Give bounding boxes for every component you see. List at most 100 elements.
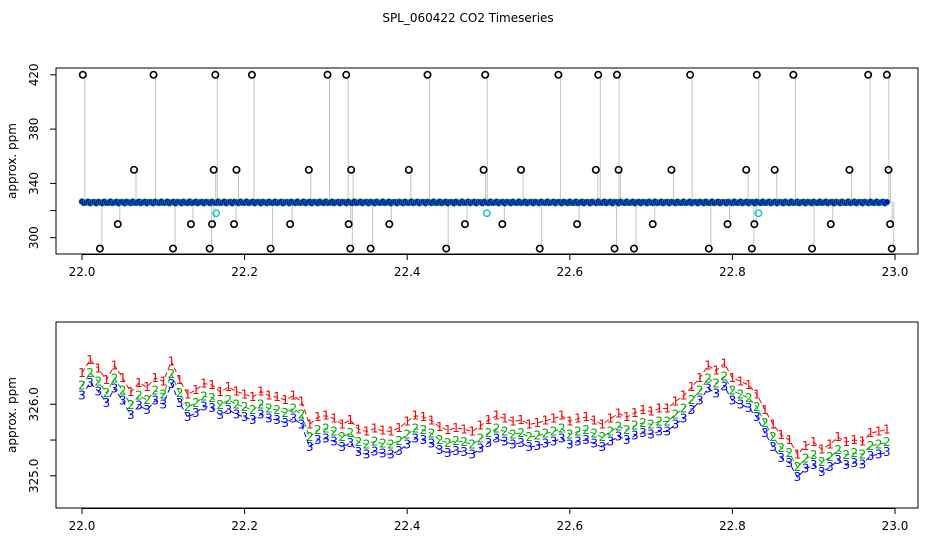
bottom-series-2-label: 2 (590, 427, 598, 441)
bottom-series-1-label: 1 (436, 420, 444, 434)
bottom-series-1-label: 1 (574, 412, 582, 426)
bottom-x-tick-label: 22.8 (719, 519, 746, 533)
bottom-series-2-label: 2 (688, 393, 696, 407)
bottom-series-2-label: 2 (729, 384, 737, 398)
bottom-series-1-label: 1 (151, 371, 159, 385)
bottom-series-3-label: 3 (444, 446, 452, 460)
bottom-series-3-label: 3 (761, 426, 769, 440)
bottom-series-3-label: 3 (875, 447, 883, 461)
bottom-series-3-label: 3 (639, 426, 647, 440)
bottom-series-2-label: 2 (566, 427, 574, 441)
bottom-series-1-label: 1 (444, 423, 452, 437)
bottom-series-1-label: 1 (761, 403, 769, 417)
bottom-series-2-label: 2 (851, 446, 859, 460)
bottom-series-1-label: 1 (265, 389, 273, 403)
bottom-series-2-label: 2 (200, 389, 208, 403)
bottom-series-3-label: 3 (119, 394, 127, 408)
bottom-series-3-label: 3 (720, 379, 728, 393)
top-ylabel: approx. ppm (5, 123, 19, 199)
bottom-series-2-label: 2 (737, 387, 745, 401)
bottom-series-1-label: 1 (314, 410, 322, 424)
bottom-series-2-label: 2 (330, 424, 338, 438)
bottom-series-1-label: 1 (355, 422, 363, 436)
bottom-series-1-label: 1 (477, 419, 485, 433)
bottom-series-3-label: 3 (729, 394, 737, 408)
bottom-series-2-label: 2 (720, 369, 728, 383)
top-outlier-point (845, 165, 854, 174)
top-outlier-point (323, 70, 332, 79)
top-outlier-point (169, 244, 178, 253)
bottom-series-1-label: 1 (834, 430, 842, 444)
bottom-series-2-label: 2 (241, 400, 249, 414)
bottom-series-1-label: 1 (753, 387, 761, 401)
bottom-series-2-label: 2 (420, 423, 428, 437)
bottom-series-2-label: 2 (542, 427, 550, 441)
bottom-series-1-label: 1 (298, 394, 306, 408)
bottom-series-1-label: 1 (623, 410, 631, 424)
bottom-series-3-label: 3 (704, 382, 712, 396)
bottom-series-1-label: 1 (859, 434, 867, 448)
bottom-series-3-label: 3 (306, 440, 314, 454)
bottom-series-3-label: 3 (290, 412, 298, 426)
bottom-series-3-label: 3 (460, 445, 468, 459)
bottom-series-1-label: 1 (119, 371, 127, 385)
bottom-series-2-label: 2 (143, 393, 151, 407)
bottom-series-3-label: 3 (257, 407, 265, 421)
bottom-series-2-label: 2 (615, 419, 623, 433)
bottom-y-tick-label: 326.0 (27, 387, 41, 421)
bottom-series-3-label: 3 (501, 434, 509, 448)
bottom-series-3-label: 3 (647, 427, 655, 441)
top-outlier-point (750, 220, 759, 229)
bottom-series-2-label: 2 (842, 448, 850, 462)
top-outlier-point (208, 220, 217, 229)
bottom-series-3-label: 3 (159, 397, 167, 411)
bottom-series-2-label: 2 (403, 427, 411, 441)
bottom-series-2-label: 2 (818, 455, 826, 469)
bottom-series-1-label: 1 (509, 414, 517, 428)
bottom-series-3-label: 3 (225, 403, 233, 417)
top-x-tick-label: 23.0 (882, 265, 909, 279)
bottom-series-3-label: 3 (542, 437, 550, 451)
bottom-series-2-label: 2 (883, 435, 891, 449)
bottom-series-3-label: 3 (314, 433, 322, 447)
top-outlier-point (286, 220, 295, 229)
top-outlier-point (554, 70, 563, 79)
bottom-series-2-label: 2 (810, 448, 818, 462)
bottom-series-1-label: 1 (412, 409, 420, 423)
bottom-series-3-label: 3 (103, 396, 111, 410)
bottom-series-1-label: 1 (135, 376, 143, 390)
top-outlier-point (346, 244, 355, 253)
bottom-series-3-label: 3 (623, 433, 631, 447)
bottom-series-3-label: 3 (550, 434, 558, 448)
bottom-series-2-label: 2 (412, 422, 420, 436)
bottom-series-3-label: 3 (517, 436, 525, 450)
bottom-series-1-label: 1 (168, 354, 176, 368)
bottom-series-1-label: 1 (395, 421, 403, 435)
bottom-series-1-label: 1 (103, 373, 111, 387)
top-outlier-point (686, 70, 695, 79)
bottom-series-2-label: 2 (696, 384, 704, 398)
bottom-series-3-label: 3 (558, 432, 566, 446)
bottom-series-3-label: 3 (737, 397, 745, 411)
top-outlier-point (886, 220, 895, 229)
bottom-series-3-label: 3 (802, 462, 810, 476)
bottom-series-1-label: 1 (387, 424, 395, 438)
bottom-series-1-label: 1 (363, 424, 371, 438)
top-calibration-point (212, 209, 221, 218)
bottom-series-2-label: 2 (78, 379, 86, 393)
bottom-series-1-label: 1 (680, 389, 688, 403)
bottom-series-2-label: 2 (859, 447, 867, 461)
bottom-series-3-label: 3 (810, 458, 818, 472)
bottom-series-2-label: 2 (192, 396, 200, 410)
bottom-series-1-label: 1 (615, 407, 623, 421)
bottom-series-1-label: 1 (517, 413, 525, 427)
bottom-series-1-label: 1 (452, 421, 460, 435)
top-outlier-point (205, 244, 214, 253)
bottom-series-3-label: 3 (233, 407, 241, 421)
bottom-series-2-label: 2 (151, 384, 159, 398)
bottom-series-2-label: 2 (623, 423, 631, 437)
top-outlier-point (460, 220, 469, 229)
top-outlier-point (404, 165, 413, 174)
bottom-series-1-label: 1 (338, 417, 346, 431)
